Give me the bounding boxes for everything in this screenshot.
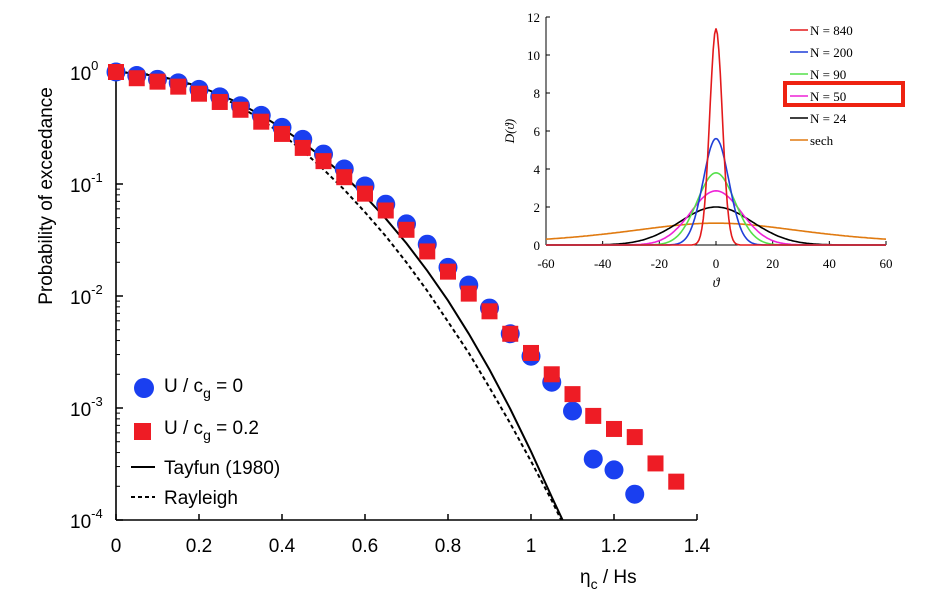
data-point-square xyxy=(357,185,373,202)
main-y-tick-label: 10-4 xyxy=(70,506,103,533)
data-point-square xyxy=(377,202,394,219)
x-label-rest: / Hs xyxy=(598,567,637,588)
legend-square-marker xyxy=(134,423,151,440)
data-point-square xyxy=(336,169,353,186)
data-point-square xyxy=(647,455,664,472)
highlight-box xyxy=(783,81,905,107)
main-points xyxy=(106,62,685,504)
inset-y-tick-label: 10 xyxy=(527,48,540,63)
data-point-square xyxy=(543,366,560,383)
data-point-square xyxy=(170,78,187,95)
inset-x-tick-label: -20 xyxy=(651,256,668,271)
inset-x-tick-label: 20 xyxy=(766,256,779,271)
data-point-square xyxy=(149,73,166,90)
data-point-circle xyxy=(625,484,645,504)
data-point-square xyxy=(108,64,124,80)
main-y-ticks: 100 10-1 10-2 10-3 10-4 xyxy=(70,58,123,533)
inset-legend-label: N = 840 xyxy=(810,23,853,38)
data-point-square xyxy=(502,325,519,342)
inset-y-axis-label: D(ϑ) xyxy=(502,119,517,144)
legend-label-series-3: Rayleigh xyxy=(164,488,238,509)
inset-legend-label: N = 90 xyxy=(810,67,846,82)
main-x-tick-label: 1 xyxy=(526,536,537,557)
data-point-square xyxy=(294,139,311,156)
inset-y-tick-label: 0 xyxy=(534,238,541,253)
legend-label-series-0: U / cg = 0 xyxy=(164,376,243,401)
data-point-circle xyxy=(563,401,582,421)
main-lines xyxy=(116,71,564,520)
main-legend: U / cg = 0 U / cg = 0.2 Tayfun (1980) Ra… xyxy=(131,376,280,509)
main-x-tick-label: 1.2 xyxy=(601,536,627,557)
inset-curve xyxy=(545,222,887,240)
inset-lines xyxy=(545,28,887,246)
data-point-square xyxy=(191,85,207,102)
data-point-square xyxy=(585,407,602,424)
data-point-square xyxy=(460,285,477,302)
data-point-square xyxy=(626,429,643,446)
data-point-square xyxy=(398,221,415,238)
inset-legend-label: N = 200 xyxy=(810,45,853,60)
main-x-tick-label: 0.6 xyxy=(352,536,378,557)
main-line-tayfun xyxy=(116,71,564,520)
data-point-circle xyxy=(583,449,603,469)
main-x-axis-label: ηc / Hs xyxy=(580,567,637,592)
main-y-tick-label: 10-1 xyxy=(70,170,103,197)
data-point-square xyxy=(315,153,332,170)
inset-chart: -60 -40 -20 0 20 40 60 0 2 4 6 8 10 12 D(ϑ) ϑ N = 84… xyxy=(502,10,905,291)
data-point-square xyxy=(606,420,622,437)
data-point-square xyxy=(253,113,270,130)
data-point-square xyxy=(564,386,581,403)
x-label-subscript: c xyxy=(591,576,598,592)
inset-legend-label: sech xyxy=(810,133,834,148)
inset-y-tick-label: 4 xyxy=(534,162,541,177)
data-point-square xyxy=(523,344,539,361)
legend-label-series-1: U / cg = 0.2 xyxy=(164,418,259,443)
legend-circle-marker xyxy=(134,378,154,398)
main-x-tick-label: 1.4 xyxy=(684,536,711,557)
x-label-eta: η xyxy=(580,567,591,588)
data-point-square xyxy=(128,70,145,87)
main-x-tick-label: 0 xyxy=(111,536,122,557)
inset-y-tick-label: 12 xyxy=(527,10,540,25)
inset-legend-label: N = 24 xyxy=(810,111,847,126)
data-point-square xyxy=(668,473,685,490)
inset-x-tick-label: 40 xyxy=(823,256,836,271)
data-point-square xyxy=(440,263,456,280)
inset-x-tick-label: 60 xyxy=(880,256,893,271)
data-point-circle xyxy=(604,460,624,480)
main-y-axis-label: Probability of exceedance xyxy=(36,87,57,305)
main-x-ticks: 0 0.2 0.4 0.6 0.8 1 1.2 1.4 xyxy=(111,514,711,557)
main-x-tick-label: 0.2 xyxy=(186,536,212,557)
inset-x-tick-label: -40 xyxy=(594,256,611,271)
inset-y-tick-label: 2 xyxy=(534,200,541,215)
inset-x-ticks: -60 -40 -20 0 20 40 60 xyxy=(537,241,893,271)
data-point-square xyxy=(211,93,228,110)
main-chart: 0 0.2 0.4 0.6 0.8 1 1.2 1.4 100 10-1 10-2 10-3 10-4… xyxy=(36,58,711,592)
inset-y-tick-label: 6 xyxy=(534,124,541,139)
inset-legend-label: N = 50 xyxy=(810,89,846,104)
data-point-square xyxy=(419,243,436,260)
legend-label-series-2: Tayfun (1980) xyxy=(164,458,280,479)
main-y-tick-label: 10-2 xyxy=(70,282,103,309)
inset-legend: N = 840 N = 200 N = 90 N = 50 N = 24 sech xyxy=(790,23,853,148)
inset-x-tick-label: -60 xyxy=(537,256,554,271)
main-x-tick-label: 0.8 xyxy=(435,536,461,557)
main-y-tick-label: 100 xyxy=(70,58,98,85)
inset-y-ticks: 0 2 4 6 8 10 12 xyxy=(527,10,550,253)
data-point-square xyxy=(481,303,498,320)
main-x-tick-label: 0.4 xyxy=(269,536,296,557)
data-point-square xyxy=(232,101,249,118)
inset-x-tick-label: 0 xyxy=(713,256,720,271)
inset-y-tick-label: 8 xyxy=(534,86,541,101)
main-y-tick-label: 10-3 xyxy=(70,394,103,421)
data-point-square xyxy=(274,125,290,142)
inset-curve xyxy=(546,28,886,246)
inset-x-axis-label: ϑ xyxy=(713,276,721,291)
